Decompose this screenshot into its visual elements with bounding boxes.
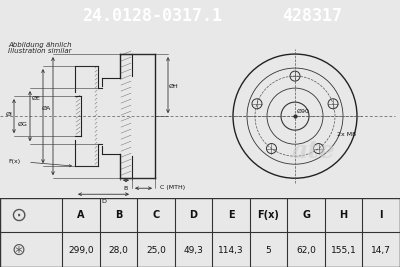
Text: 24.0128-0317.1: 24.0128-0317.1 — [82, 7, 222, 25]
Text: ØA: ØA — [42, 106, 51, 111]
Text: Ø90: Ø90 — [297, 109, 310, 114]
Text: 299,0: 299,0 — [68, 246, 94, 255]
Text: ⊙: ⊙ — [10, 206, 26, 225]
Text: G: G — [302, 210, 310, 221]
Text: F(x): F(x) — [8, 159, 20, 164]
Text: 25,0: 25,0 — [146, 246, 166, 255]
Text: ØG: ØG — [18, 122, 28, 127]
Text: 49,3: 49,3 — [184, 246, 203, 255]
Text: ate: ate — [291, 139, 335, 163]
Text: ØH: ØH — [169, 84, 179, 89]
Text: D: D — [101, 199, 106, 204]
Text: B: B — [115, 210, 122, 221]
Text: 155,1: 155,1 — [331, 246, 356, 255]
Text: 5: 5 — [266, 246, 272, 255]
Text: ⊛: ⊛ — [11, 241, 25, 259]
Text: E: E — [228, 210, 234, 221]
Text: 28,0: 28,0 — [108, 246, 128, 255]
Text: F(x): F(x) — [258, 210, 280, 221]
Text: 114,3: 114,3 — [218, 246, 244, 255]
Text: 62,0: 62,0 — [296, 246, 316, 255]
Text: Abbildung ähnlich: Abbildung ähnlich — [8, 42, 72, 48]
Text: H: H — [340, 210, 348, 221]
Text: 2x M8: 2x M8 — [337, 132, 356, 137]
Text: 428317: 428317 — [282, 7, 342, 25]
Text: ØI: ØI — [6, 112, 13, 117]
Text: D: D — [190, 210, 198, 221]
Text: B: B — [124, 186, 128, 191]
Text: C (MTH): C (MTH) — [160, 185, 185, 190]
Text: Illustration similar: Illustration similar — [8, 48, 72, 54]
Text: 14,7: 14,7 — [371, 246, 391, 255]
Text: I: I — [380, 210, 383, 221]
Text: A: A — [77, 210, 84, 221]
Text: ØE: ØE — [32, 96, 41, 101]
Text: C: C — [152, 210, 160, 221]
